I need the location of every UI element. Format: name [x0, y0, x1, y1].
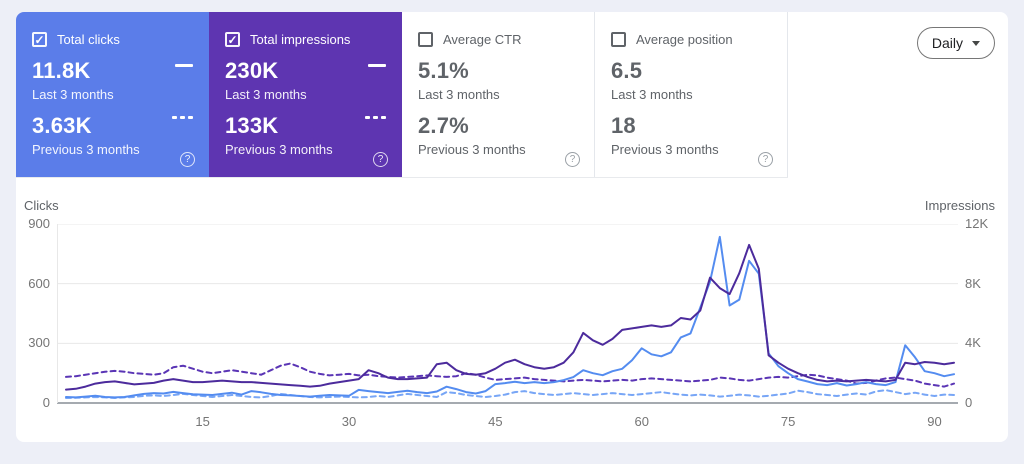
total-impressions-checkbox[interactable]: ✓ [225, 32, 240, 47]
caption-prev: Previous 3 months [225, 142, 333, 157]
average-position-checkbox[interactable] [611, 32, 626, 47]
caption-last: Last 3 months [418, 87, 500, 102]
series-total-impressions-previous-3-months [65, 362, 955, 388]
help-icon[interactable]: ? [180, 152, 195, 167]
help-icon[interactable]: ? [565, 152, 580, 167]
caption-prev: Previous 3 months [611, 142, 719, 157]
solid-line-legend-icon [175, 64, 193, 67]
performance-chart[interactable]: Clicks Impressions 900 600 300 0 12K 8K 4K 0 1… [16, 198, 1008, 442]
solid-line-legend-icon [368, 64, 386, 67]
help-icon[interactable]: ? [758, 152, 773, 167]
chevron-down-icon [972, 40, 980, 46]
total-impressions-value-last: 230K [225, 58, 279, 83]
card-label: Total impressions [250, 32, 351, 47]
total-clicks-value-last: 11.8K [32, 58, 91, 83]
card-label: Total clicks [57, 32, 120, 47]
average-position-value-last: 6.5 [611, 58, 643, 83]
series-total-clicks-last-3-months [65, 235, 955, 399]
dashed-line-legend-icon [172, 116, 193, 119]
caption-last: Last 3 months [611, 87, 693, 102]
left-axis-title: Clicks [24, 198, 59, 213]
svg-text:75: 75 [781, 414, 795, 429]
card-label: Average position [636, 32, 733, 47]
chart-plot-area[interactable]: 15 30 45 60 75 90 [57, 224, 958, 434]
card-total-impressions[interactable]: ✓ Total impressions 230K Last 3 months 1… [209, 12, 402, 177]
total-impressions-value-prev: 133K [225, 113, 279, 138]
average-position-value-prev: 18 [611, 113, 636, 138]
card-average-ctr[interactable]: Average CTR 5.1% Last 3 months 2.7% Prev… [402, 12, 595, 177]
svg-text:45: 45 [488, 414, 502, 429]
granularity-value: Daily [931, 35, 963, 51]
series-total-impressions-last-3-months [65, 243, 955, 391]
granularity-dropdown[interactable]: Daily [916, 27, 995, 59]
caption-prev: Previous 3 months [418, 142, 526, 157]
caption-last: Last 3 months [32, 87, 114, 102]
total-clicks-checkbox[interactable]: ✓ [32, 32, 47, 47]
card-label: Average CTR [443, 32, 522, 47]
right-axis-title: Impressions [924, 198, 995, 213]
average-ctr-checkbox[interactable] [418, 32, 433, 47]
dashed-line-legend-icon [365, 116, 386, 119]
performance-panel: ✓ Total clicks 11.8K Last 3 months 3.63K… [16, 12, 1008, 442]
caption-last: Last 3 months [225, 87, 307, 102]
card-total-clicks[interactable]: ✓ Total clicks 11.8K Last 3 months 3.63K… [16, 12, 209, 177]
help-icon[interactable]: ? [373, 152, 388, 167]
caption-prev: Previous 3 months [32, 142, 140, 157]
average-ctr-value-last: 5.1% [418, 58, 469, 83]
card-average-position[interactable]: Average position 6.5 Last 3 months 18 Pr… [595, 12, 788, 177]
svg-text:15: 15 [195, 414, 209, 429]
svg-text:60: 60 [635, 414, 649, 429]
svg-text:30: 30 [342, 414, 356, 429]
average-ctr-value-prev: 2.7% [418, 113, 469, 138]
series-total-clicks-previous-3-months [65, 389, 955, 399]
total-clicks-value-prev: 3.63K [32, 113, 92, 138]
svg-text:90: 90 [927, 414, 941, 429]
metric-cards-row: ✓ Total clicks 11.8K Last 3 months 3.63K… [16, 12, 788, 178]
